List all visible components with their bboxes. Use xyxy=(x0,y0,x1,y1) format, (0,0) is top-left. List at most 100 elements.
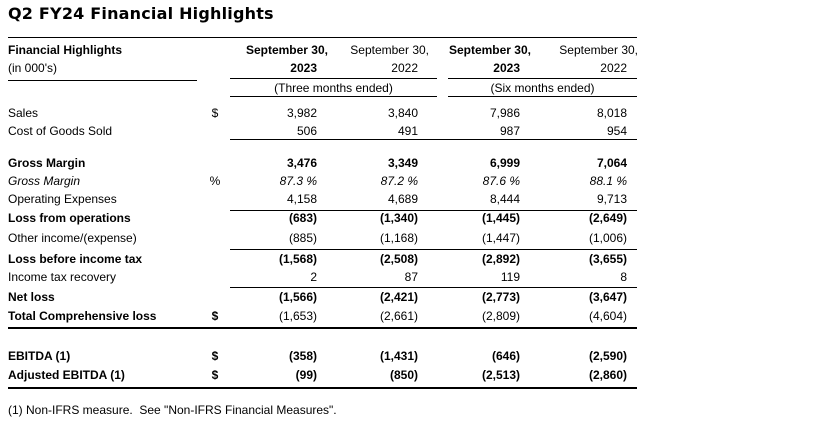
cell-value: (2,661) xyxy=(379,309,418,323)
table-left-header: Financial Highlights (in 000's) xyxy=(8,41,196,77)
currency-symbol xyxy=(199,268,231,286)
cell-value: (683) xyxy=(288,211,317,225)
cell-value: (3,655) xyxy=(588,252,627,266)
cell-value: 119 xyxy=(500,270,520,284)
currency-symbol: $ xyxy=(211,368,219,382)
cell-value: (2,649) xyxy=(588,211,627,225)
row-label: Gross Margin xyxy=(8,156,86,170)
currency-symbol: $ xyxy=(211,309,219,323)
cell-value: (1,447) xyxy=(481,231,520,245)
opex-rule xyxy=(230,210,637,211)
three-month-group-rule xyxy=(230,96,437,97)
column-header-q2-2023: September 30, 2023 xyxy=(230,41,328,77)
cell-value: 9,713 xyxy=(596,192,627,206)
row-label: EBITDA (1) xyxy=(8,349,71,363)
cell-value: 6,999 xyxy=(489,156,520,170)
cell-value: 3,349 xyxy=(387,156,418,170)
currency-symbol xyxy=(199,288,231,306)
currency-symbol xyxy=(199,190,231,208)
row-ebitda: EBITDA (1) $ (358) (1,431) (646) (2,590) xyxy=(0,347,660,365)
row-loss-from-operations: Loss from operations (683) (1,340) (1,44… xyxy=(0,209,660,227)
row-label: Total Comprehensive loss xyxy=(8,309,157,323)
cell-value: 8 xyxy=(620,270,627,284)
cell-value: (2,809) xyxy=(481,309,520,323)
cell-value: (885) xyxy=(288,231,317,245)
currency-symbol: $ xyxy=(211,349,219,363)
row-label: Loss from operations xyxy=(8,211,131,225)
cell-value: (646) xyxy=(491,349,520,363)
row-income-tax-recovery: Income tax recovery 2 87 119 8 xyxy=(0,268,660,286)
cell-value: 87.2 % xyxy=(380,174,418,188)
column-header-date: September 30, xyxy=(245,43,328,57)
cell-value: 87 xyxy=(404,270,418,284)
column-header-ytd-2023: September 30, 2023 xyxy=(448,41,531,77)
cell-value: (1,431) xyxy=(379,349,418,363)
cell-value: (358) xyxy=(288,349,317,363)
cell-value: (1,168) xyxy=(379,231,418,245)
cell-value: (2,773) xyxy=(481,290,520,304)
row-label: Sales xyxy=(8,106,39,120)
cell-value: 2 xyxy=(310,270,317,284)
column-header-date: September 30, xyxy=(448,43,531,57)
row-label: Operating Expenses xyxy=(8,192,117,206)
top-rule xyxy=(8,37,637,38)
cell-value: (1,566) xyxy=(278,290,317,304)
column-header-year: 2023 xyxy=(290,61,317,75)
cell-value: 491 xyxy=(397,124,418,138)
six-month-header-rule xyxy=(448,78,637,79)
cell-value: (4,604) xyxy=(588,309,627,323)
currency-symbol: $ xyxy=(211,106,219,120)
cell-value: (1,568) xyxy=(278,252,317,266)
cell-value: 3,840 xyxy=(387,106,418,120)
row-label: Gross Margin xyxy=(8,174,81,188)
row-adjusted-ebitda: Adjusted EBITDA (1) $ (99) (850) (2,513)… xyxy=(0,366,660,384)
cell-value: 8,444 xyxy=(489,192,520,206)
cell-value: 3,982 xyxy=(286,106,317,120)
column-header-year: 2022 xyxy=(600,61,627,75)
cell-value: 506 xyxy=(296,124,317,138)
cell-value: (850) xyxy=(389,368,418,382)
currency-symbol xyxy=(199,154,231,172)
row-operating-expenses: Operating Expenses 4,158 4,689 8,444 9,7… xyxy=(0,190,660,208)
cell-value: (1,006) xyxy=(588,231,627,245)
cell-value: 8,018 xyxy=(596,106,627,120)
cell-value: (1,340) xyxy=(379,211,418,225)
currency-symbol xyxy=(199,250,231,268)
bottom-rule xyxy=(8,387,637,389)
non-ifrs-footnote: (1) Non-IFRS measure. See "Non-IFRS Fina… xyxy=(8,403,337,417)
cell-value: (2,860) xyxy=(588,368,627,382)
column-header-date: September 30, xyxy=(559,43,638,57)
cell-value: (2,590) xyxy=(588,349,627,363)
percent-symbol: % xyxy=(209,174,221,188)
left-header-line1: Financial Highlights xyxy=(8,43,123,57)
cell-value: (3,647) xyxy=(588,290,627,304)
row-label: Income tax recovery xyxy=(8,270,117,284)
row-gross-margin-percent: Gross Margin % 87.3 % 87.2 % 87.6 % 88.1… xyxy=(0,172,660,190)
currency-symbol xyxy=(199,122,231,140)
currency-symbol xyxy=(199,209,231,227)
cell-value: 954 xyxy=(606,124,627,138)
cell-value: (2,421) xyxy=(379,290,418,304)
cell-value: (2,513) xyxy=(481,368,520,382)
group-label-three-months: (Three months ended) xyxy=(274,81,393,95)
row-label: Other income/(expense) xyxy=(8,231,137,245)
column-header-ytd-2022: September 30, 2022 xyxy=(530,41,638,77)
other-income-rule xyxy=(230,249,637,250)
three-month-header-rule xyxy=(230,78,437,79)
row-loss-before-income-tax: Loss before income tax (1,568) (2,508) (… xyxy=(0,250,660,268)
income-tax-rule xyxy=(230,287,637,288)
cell-value: (2,508) xyxy=(379,252,418,266)
row-label: Adjusted EBITDA (1) xyxy=(8,368,125,382)
cell-value: 4,689 xyxy=(387,192,418,206)
currency-symbol xyxy=(199,229,231,247)
cogs-rule xyxy=(230,139,637,140)
group-label-six-months: (Six months ended) xyxy=(490,81,595,95)
column-header-q2-2022: September 30, 2022 xyxy=(327,41,429,77)
row-label: Net loss xyxy=(8,290,55,304)
column-header-year: 2022 xyxy=(391,61,418,75)
row-cost-of-goods-sold: Cost of Goods Sold 506 491 987 954 xyxy=(0,122,660,140)
cell-value: 7,986 xyxy=(489,106,520,120)
cell-value: 7,064 xyxy=(596,156,627,170)
row-other-income-expense: Other income/(expense) (885) (1,168) (1,… xyxy=(0,229,660,247)
